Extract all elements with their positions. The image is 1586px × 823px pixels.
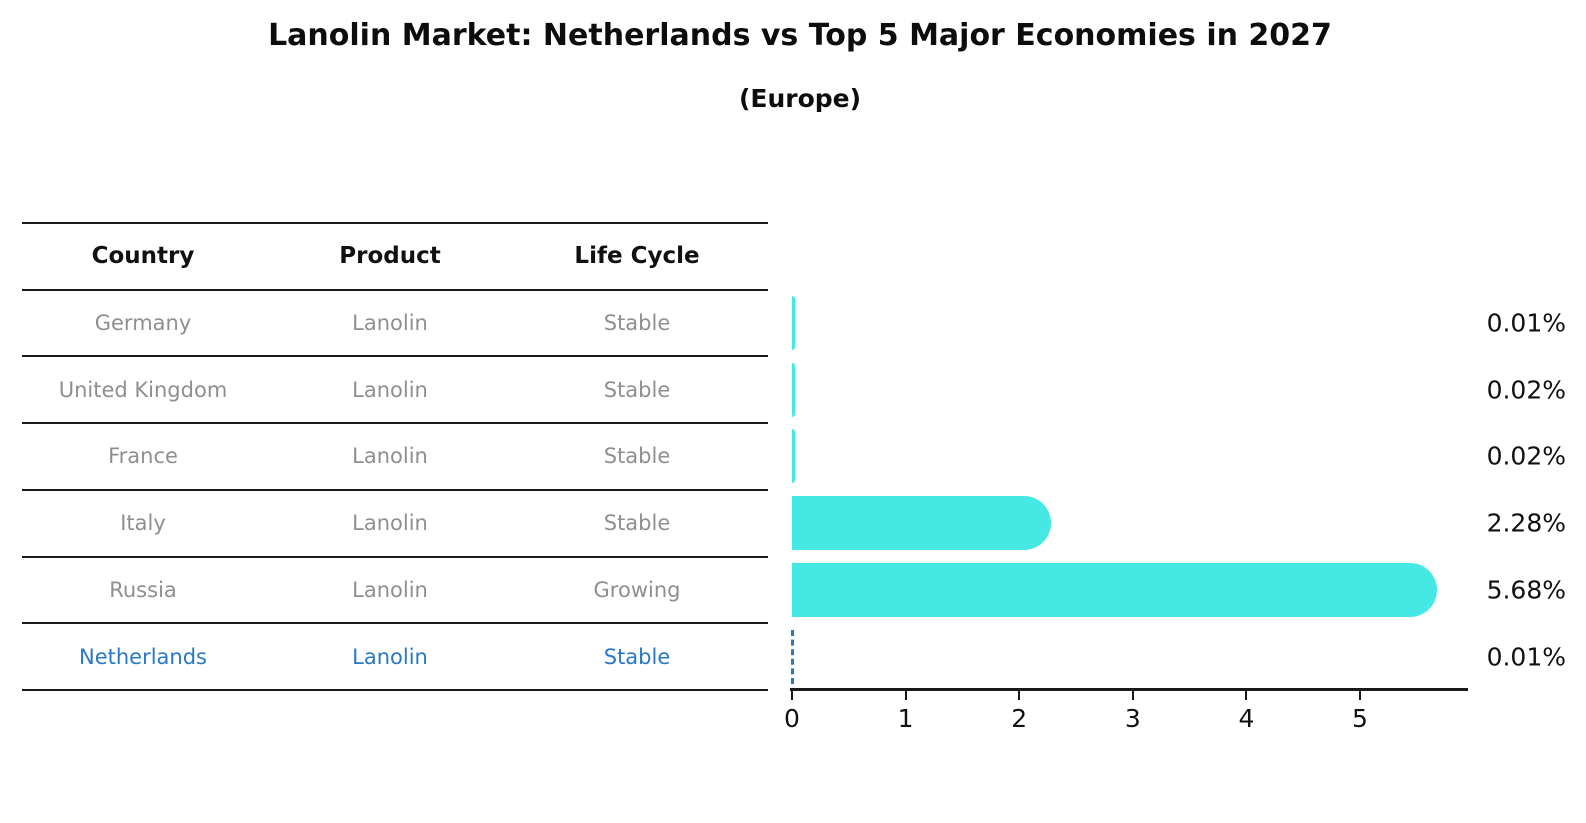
table-separator-line: [22, 689, 768, 691]
x-axis-tick: [1131, 691, 1134, 700]
chart-subtitle: (Europe): [738, 84, 862, 113]
value-bar: [792, 296, 795, 351]
table-cell-country: United Kingdom: [58, 377, 228, 402]
x-axis-tick-label: 2: [1011, 704, 1028, 733]
table-separator-line: [22, 288, 768, 291]
x-axis-tick-label: 1: [897, 704, 914, 733]
table-cell-life-cycle: Stable: [603, 377, 671, 402]
value-percent-label: 0.01%: [1486, 642, 1566, 672]
table-cell-country: Netherlands: [78, 644, 208, 669]
x-axis-tick-label: 0: [784, 704, 800, 733]
table-cell-life-cycle: Stable: [603, 311, 671, 336]
table-separator-line: [22, 222, 768, 224]
x-axis-tick: [1245, 691, 1248, 700]
x-axis-tick-label: 4: [1238, 704, 1255, 733]
value-percent-label: 2.28%: [1486, 508, 1566, 538]
table-separator-line: [22, 355, 768, 358]
table-cell-product: Lanolin: [352, 511, 428, 536]
x-axis-line: [790, 688, 1468, 691]
table-cell-country: Italy: [120, 511, 166, 536]
table-cell-country: Russia: [109, 577, 177, 602]
x-axis-tick-label: 5: [1352, 704, 1368, 733]
table-separator-line: [22, 622, 768, 625]
table-header-product: Product: [339, 243, 441, 269]
x-axis-tick: [904, 691, 907, 700]
table-cell-country: Germany: [94, 311, 192, 336]
table-cell-product: Lanolin: [352, 577, 428, 602]
table-cell-product: Lanolin: [352, 311, 428, 336]
value-percent-label: 0.02%: [1486, 441, 1566, 471]
table-cell-life-cycle: Growing: [593, 577, 681, 602]
value-bar: [792, 562, 1438, 617]
table-cell-product: Lanolin: [352, 377, 428, 402]
value-percent-label: 0.01%: [1486, 308, 1566, 338]
value-percent-label: 0.02%: [1486, 375, 1566, 405]
chart-title: Lanolin Market: Netherlands vs Top 5 Maj…: [268, 18, 1332, 53]
value-bar: [792, 362, 795, 417]
value-bar: [792, 496, 1051, 551]
table-cell-product: Lanolin: [352, 444, 428, 469]
highlight-dashed-indicator: [791, 629, 794, 684]
table-cell-country: France: [108, 444, 178, 469]
table-separator-line: [22, 422, 768, 425]
table-cell-product: Lanolin: [352, 644, 428, 669]
value-bar: [792, 429, 795, 484]
table-header-country: Country: [91, 243, 195, 269]
table-cell-life-cycle: Stable: [603, 644, 671, 669]
x-axis-tick: [1359, 691, 1361, 700]
value-percent-label: 5.68%: [1486, 575, 1566, 605]
table-cell-life-cycle: Stable: [603, 444, 671, 469]
table-cell-life-cycle: Stable: [603, 511, 671, 536]
x-axis-tick-label: 3: [1124, 704, 1141, 733]
x-axis-tick: [1018, 691, 1021, 700]
table-separator-line: [22, 488, 768, 491]
x-axis-tick: [791, 691, 793, 700]
table-separator-line: [22, 555, 768, 558]
table-header-life-cycle: Life Cycle: [574, 243, 700, 269]
